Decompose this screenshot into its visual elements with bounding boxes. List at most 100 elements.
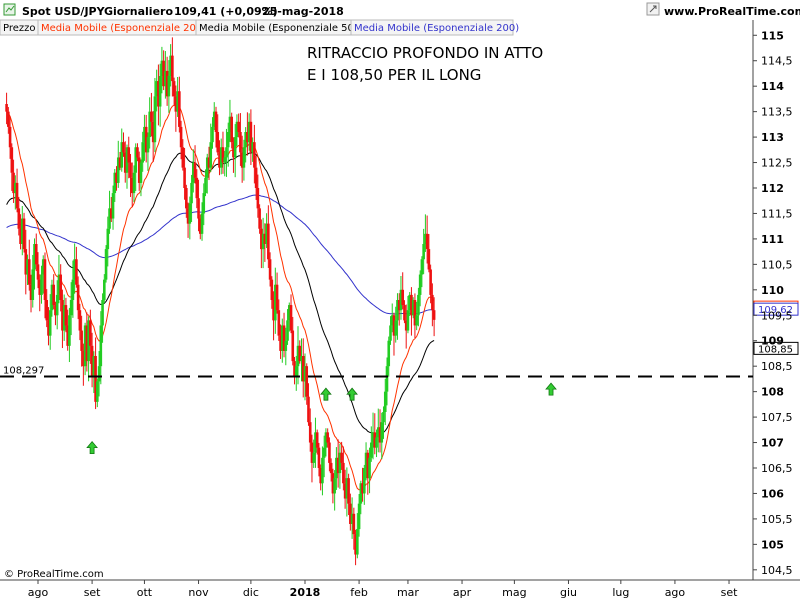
candle-body [403, 305, 406, 321]
candle-body [75, 259, 78, 285]
candle-body [369, 442, 373, 458]
candle-body [425, 233, 429, 250]
candle-body [33, 244, 36, 270]
x-tick-label: lug [612, 586, 629, 599]
candle-body [411, 300, 415, 316]
candle-body [397, 300, 401, 311]
header-bar [0, 0, 800, 20]
candle-body [198, 218, 202, 234]
copyright-label: © ProRealTime.com [4, 569, 104, 580]
candle-body [420, 259, 424, 275]
candle-body [71, 279, 75, 300]
candle-body [247, 121, 251, 143]
candle-body [97, 366, 101, 382]
candle-body [343, 483, 347, 499]
support-level-label: 108,297 [3, 366, 44, 377]
candle-body [432, 310, 436, 320]
timeframe-label: Giornaliero [104, 5, 173, 18]
candle-body [104, 249, 108, 280]
candle-body [314, 432, 317, 453]
candle-body [59, 274, 62, 300]
candle-body [26, 259, 29, 275]
candle-body [205, 157, 209, 178]
candle-body [90, 345, 94, 377]
x-tick-label: nov [188, 586, 209, 599]
candle-body [326, 432, 329, 443]
up-arrow-icon [346, 387, 358, 401]
candle-body [69, 300, 73, 316]
candle-body [204, 177, 207, 194]
candle-body [186, 208, 190, 224]
candle-body [130, 177, 134, 194]
candle-body [265, 223, 268, 244]
candle-body [40, 274, 43, 295]
candle-body [212, 111, 216, 127]
candle-body [303, 366, 307, 382]
candle-body [315, 432, 319, 448]
candle-body [242, 147, 246, 168]
candle-body [399, 289, 403, 311]
y-tick-label: 112,5 [761, 157, 793, 170]
candle-body [29, 284, 33, 300]
candle-body [239, 132, 242, 153]
x-tick-label: ago [28, 586, 49, 599]
candle-body [216, 132, 220, 153]
candle-body [368, 457, 371, 479]
candle-body [342, 462, 345, 484]
y-tick-label: 112 [761, 182, 784, 195]
candle-body [78, 310, 82, 331]
y-tick-label: 114,5 [761, 55, 793, 68]
chart-logo-icon [3, 3, 16, 16]
candle-body [80, 330, 83, 351]
candle-body [176, 91, 179, 112]
annotation-line-2: E I 108,50 PER IL LONG [307, 66, 481, 84]
candle-body [120, 142, 124, 168]
candle-body [249, 121, 253, 153]
candle-body [225, 147, 228, 158]
candle-body [253, 142, 256, 168]
candle-body [277, 310, 281, 336]
candle-body [54, 305, 57, 316]
candles [5, 37, 436, 566]
candle-body [223, 157, 227, 163]
x-tick-label: mar [397, 586, 419, 599]
candle-body [202, 193, 206, 214]
candle-body [331, 473, 335, 494]
candle-body [390, 315, 394, 326]
candle-body [376, 427, 380, 438]
candle-body [321, 457, 324, 484]
candle-body [89, 320, 92, 346]
candle-body [200, 213, 204, 234]
y-tick-label: 106,5 [761, 462, 793, 475]
y-tick-label: 105 [761, 538, 784, 551]
x-tick-label: giu [560, 586, 577, 599]
candle-body [8, 126, 12, 148]
expand-icon[interactable] [646, 2, 660, 16]
candle-body [164, 70, 167, 87]
candle-body [178, 91, 181, 127]
y-tick-label: 113 [761, 131, 784, 144]
candle-body [258, 208, 261, 229]
candle-body [308, 422, 312, 443]
candle-body [143, 126, 146, 143]
x-tick-label: ott [137, 586, 153, 599]
candle-body [322, 447, 326, 458]
candle-body [15, 182, 19, 209]
price-tag-box [753, 341, 799, 355]
candle-body [352, 513, 356, 535]
candle-body [246, 132, 249, 143]
candle-body [118, 157, 122, 168]
candle-body [134, 147, 138, 173]
candle-body [244, 132, 247, 148]
y-tick-label: 109,5 [761, 309, 793, 322]
quote-label: 109,41 (+0,09%) [174, 5, 278, 18]
y-tick-label: 110 [761, 284, 784, 297]
candle-body [424, 233, 427, 244]
candle-body [106, 228, 110, 250]
candle-body [354, 534, 357, 555]
candle-body [267, 223, 270, 260]
candle-body [389, 325, 392, 341]
candle-body [382, 412, 385, 423]
candle-body [228, 116, 232, 132]
